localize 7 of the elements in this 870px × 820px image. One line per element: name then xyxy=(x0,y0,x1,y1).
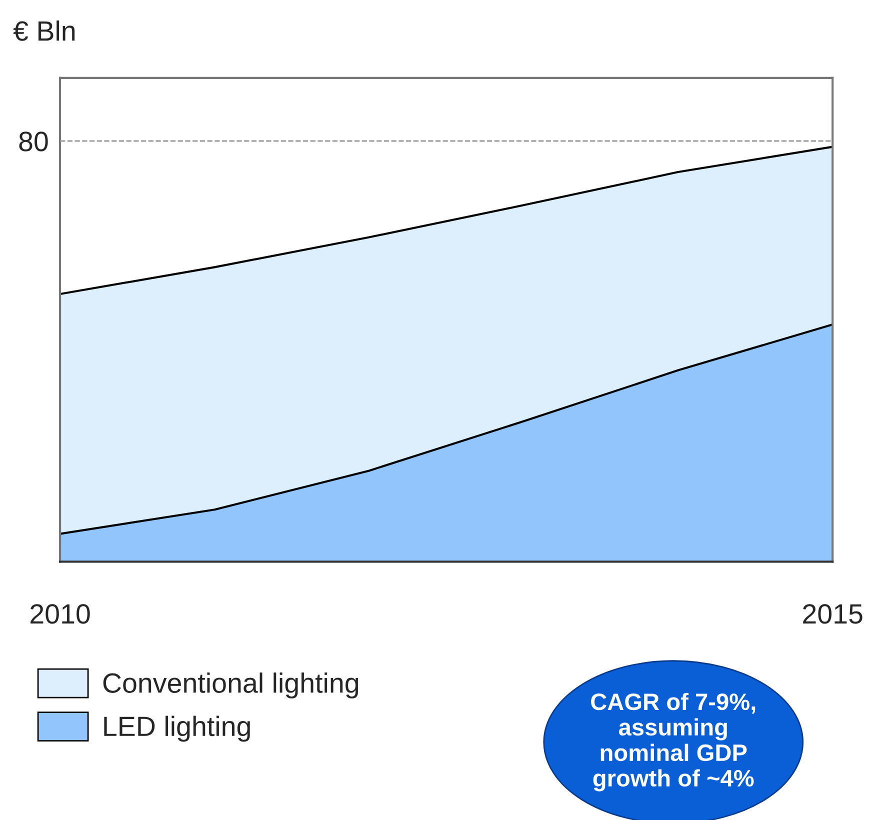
legend-label: Conventional lighting xyxy=(103,672,358,698)
y-tick-label: 80 xyxy=(19,132,48,152)
y-axis-title: € Bln xyxy=(13,20,75,41)
legend-label: LED lighting xyxy=(104,716,250,742)
text: CAGR of 7-9%, assuming nominal GDP growth of ~4% xyxy=(591,692,756,792)
x-tick-label: 2010 xyxy=(30,604,90,624)
x-tick-label: 2015 xyxy=(803,604,862,624)
